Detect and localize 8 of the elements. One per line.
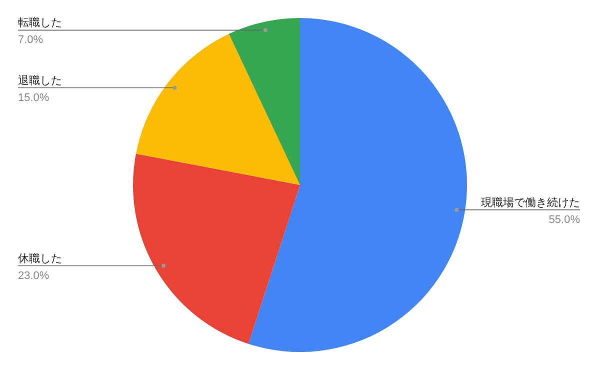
data-label: 55.0% (548, 214, 580, 226)
data-label: 15.0% (18, 92, 50, 104)
data-label: 23.0% (18, 270, 50, 282)
data-label: 7.0% (18, 34, 44, 46)
slice-label: 退職した (18, 74, 62, 87)
slice-label: 現職場で働き続けた (481, 196, 580, 209)
slice-label: 転職した (18, 16, 62, 30)
slice-label: 休職した (18, 252, 62, 265)
